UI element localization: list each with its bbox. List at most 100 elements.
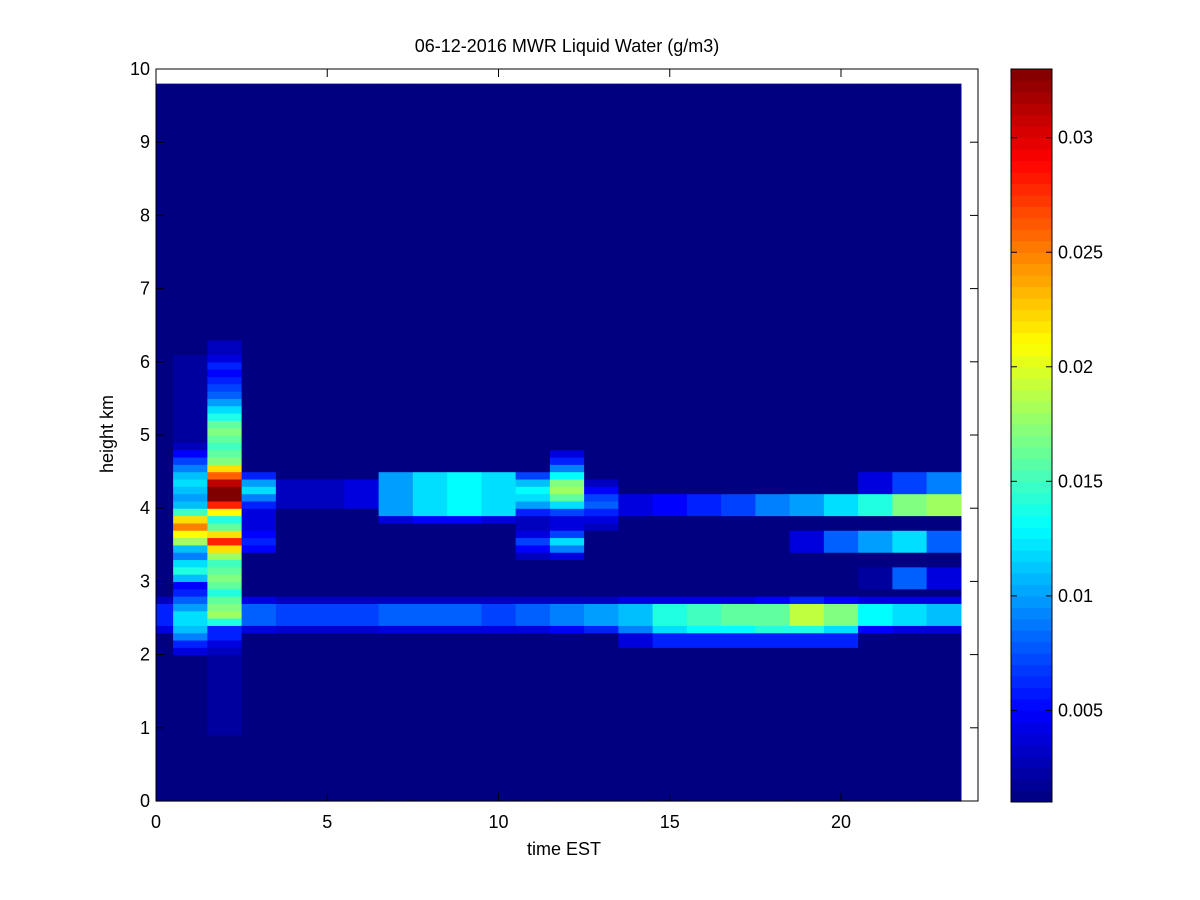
heatmap-cell [789,420,825,429]
heatmap-cell [207,186,243,195]
colorbar-band [1011,263,1052,276]
heatmap-cell [823,237,859,246]
heatmap-cell [173,354,208,363]
heatmap-cell [789,361,825,370]
heatmap-cell [892,566,928,575]
heatmap-cell [926,376,962,385]
heatmap-cell [310,105,345,114]
heatmap-cell [858,156,893,165]
heatmap-cell [926,669,962,678]
heatmap-cell [892,310,928,319]
heatmap-cell [207,618,243,626]
heatmap-cell [344,193,380,202]
heatmap-cell [310,376,345,385]
heatmap-cell [275,749,311,758]
heatmap-cell [275,705,311,714]
heatmap-cell [378,625,414,634]
heatmap-cell [275,530,311,539]
heatmap-cell [823,391,859,399]
heatmap-cell [275,325,311,334]
heatmap-cell [721,134,756,143]
heatmap-cell [892,544,928,553]
heatmap-cell [549,618,585,626]
heatmap-cell [378,574,414,582]
heatmap-cell [241,376,277,385]
heatmap-cell [447,303,482,312]
heatmap-cell [275,361,311,370]
heatmap-cell [241,742,277,751]
heatmap-cell [173,471,208,480]
heatmap-cell [652,493,688,502]
heatmap-cell [584,134,619,143]
heatmap-cell [721,771,756,780]
heatmap-cell [926,105,962,114]
heatmap-cell [789,244,825,253]
heatmap-cell [549,749,585,758]
heatmap-cell [686,266,722,275]
heatmap-cell [173,252,208,260]
heatmap-cell [241,98,277,107]
heatmap-cell [344,515,380,524]
heatmap-cell [310,332,345,341]
heatmap-cell [892,149,928,158]
heatmap-cell [618,354,654,363]
heatmap-cell [549,244,585,253]
heatmap-cell [755,230,791,238]
heatmap-cell [241,669,277,678]
colorbar-band [1011,607,1052,620]
heatmap-cell [755,90,791,99]
heatmap-cell [858,332,893,341]
heatmap-cell [858,420,893,429]
heatmap-cell [858,676,893,685]
heatmap-cell [447,273,482,282]
heatmap-cell [156,420,174,429]
heatmap-cell [207,112,243,121]
heatmap-cell [686,427,722,436]
heatmap-cell [412,134,448,143]
heatmap-cell [926,325,962,334]
heatmap-cell [618,735,654,744]
heatmap-cell [447,369,482,378]
heatmap-cell [412,105,448,114]
colorbar-band [1011,332,1052,345]
heatmap-cell [207,295,243,304]
heatmap-cell [481,676,517,685]
heatmap-cell [686,178,722,187]
heatmap-cell [686,200,722,209]
heatmap-cell [207,376,243,385]
heatmap-cell [241,456,277,465]
heatmap-cell [721,332,756,341]
heatmap-cell [755,156,791,165]
heatmap-cell [207,713,243,722]
heatmap-cell [275,771,311,780]
heatmap-cell [173,420,208,429]
heatmap-cell [652,369,688,378]
heatmap-cell [721,757,756,765]
heatmap-cell [549,596,585,604]
heatmap-cell [447,625,482,634]
heatmap-cell [412,442,448,451]
heatmap-cell [892,618,928,626]
heatmap-cell [515,735,551,744]
heatmap-cell [549,544,585,553]
heatmap-cell [755,588,791,597]
heatmap-cell [310,127,345,136]
heatmap-cell [412,310,448,319]
heatmap-cell [549,391,585,399]
heatmap-cell [241,317,277,326]
heatmap-cell [618,310,654,319]
heatmap-cell [156,713,174,722]
heatmap-cell [652,413,688,421]
heatmap-cell [344,369,380,378]
heatmap-cell [447,178,482,187]
heatmap-cell [173,405,208,414]
heatmap-cell [310,603,345,612]
colorbar-band [1011,698,1052,711]
heatmap-cell [755,354,791,363]
heatmap-cell [275,142,311,151]
heatmap-cell [412,325,448,334]
heatmap-cell [755,581,791,590]
heatmap-cell [755,632,791,641]
heatmap-cell [686,647,722,656]
heatmap-cell [755,208,791,216]
